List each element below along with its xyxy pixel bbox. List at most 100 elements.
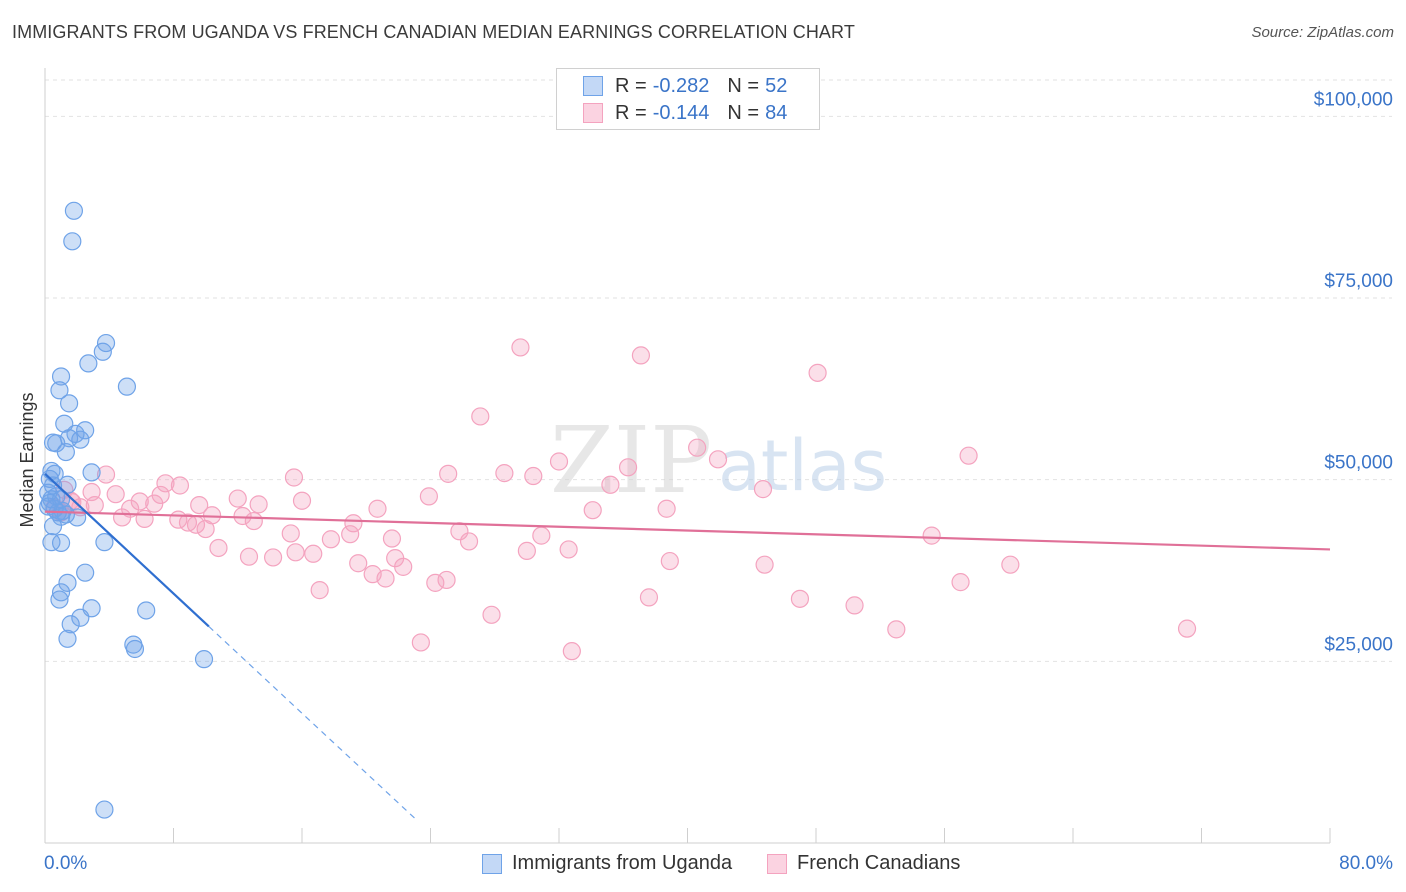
point-french-canadians bbox=[660, 551, 679, 571]
point-uganda bbox=[43, 517, 63, 536]
point-french-canadians bbox=[959, 446, 978, 465]
point-french-canadians bbox=[112, 508, 132, 527]
point-french-canadians bbox=[190, 496, 209, 515]
point-french-canadians bbox=[341, 525, 360, 544]
point-french-canadians bbox=[618, 458, 638, 477]
point-french-canadians bbox=[437, 570, 456, 590]
point-french-canadians bbox=[790, 589, 810, 608]
point-french-canadians bbox=[130, 492, 149, 511]
point-french-canadians bbox=[82, 482, 101, 502]
legend-swatch-french-canadians bbox=[583, 103, 603, 123]
point-french-canadians bbox=[382, 529, 402, 548]
series-legend-french-canadians[interactable]: French Canadians bbox=[767, 852, 960, 875]
point-french-canadians bbox=[887, 620, 906, 639]
watermark-zip: ZIP bbox=[550, 407, 712, 514]
point-uganda bbox=[50, 381, 69, 400]
point-french-canadians bbox=[196, 519, 215, 539]
point-uganda bbox=[61, 615, 80, 634]
point-french-canadians bbox=[281, 524, 300, 543]
point-french-canadians bbox=[239, 547, 259, 566]
legend-n-value: 84 bbox=[765, 101, 788, 124]
point-uganda bbox=[56, 442, 75, 462]
point-french-canadians bbox=[349, 554, 368, 573]
point-uganda bbox=[76, 563, 95, 582]
legend-n-value: 52 bbox=[765, 74, 788, 97]
point-uganda bbox=[95, 533, 114, 552]
point-french-canadians bbox=[135, 509, 154, 529]
point-uganda bbox=[76, 421, 95, 440]
legend-n-label: N = bbox=[727, 101, 760, 124]
point-french-canadians bbox=[310, 581, 329, 600]
legend-r-label: R = bbox=[615, 101, 647, 124]
tick-labels: $25,000 $50,000 $75,000 $100,000 0.0% 80.0% bbox=[44, 89, 1393, 874]
point-uganda bbox=[71, 430, 90, 449]
point-french-canadians bbox=[755, 555, 774, 574]
point-uganda bbox=[194, 650, 214, 669]
legend-row-french-canadians: R = -0.144 N = 84 bbox=[583, 100, 787, 126]
x-tick-label: 80.0% bbox=[1339, 853, 1393, 874]
series-uganda-layer bbox=[39, 201, 214, 819]
point-uganda bbox=[51, 533, 71, 552]
point-uganda bbox=[82, 463, 101, 482]
point-french-canadians bbox=[419, 487, 438, 506]
point-uganda bbox=[137, 601, 156, 620]
point-uganda bbox=[51, 367, 71, 386]
point-french-canadians bbox=[845, 596, 864, 615]
series-legend-uganda[interactable]: Immigrants from Uganda bbox=[482, 852, 732, 875]
point-french-canadians bbox=[263, 548, 283, 567]
point-french-canadians bbox=[524, 466, 543, 486]
point-french-canadians bbox=[321, 530, 341, 549]
point-french-canadians bbox=[517, 541, 536, 560]
source-note: Source: ZipAtlas.com bbox=[1251, 24, 1394, 41]
point-uganda bbox=[125, 639, 145, 659]
watermark-atlas: atlas bbox=[718, 425, 887, 507]
trend-line-uganda-extension bbox=[208, 626, 419, 822]
trend-line-french-canadians bbox=[44, 510, 1331, 551]
point-french-canadians bbox=[688, 438, 707, 457]
series-legend-label-uganda: Immigrants from Uganda bbox=[512, 852, 733, 874]
legend-n-label: N = bbox=[727, 74, 760, 97]
point-french-canadians bbox=[532, 526, 551, 545]
point-french-canadians bbox=[249, 495, 268, 514]
point-french-canadians bbox=[209, 538, 228, 558]
chart-title: IMMIGRANTS FROM UGANDA VS FRENCH CANADIA… bbox=[12, 22, 855, 42]
point-french-canadians bbox=[284, 468, 304, 487]
point-french-canadians bbox=[286, 543, 305, 562]
point-uganda bbox=[64, 201, 84, 220]
point-uganda bbox=[93, 342, 112, 361]
point-french-canadians bbox=[583, 501, 602, 520]
series-legend-swatch-uganda bbox=[482, 853, 502, 874]
point-french-canadians bbox=[411, 633, 430, 652]
point-uganda bbox=[63, 232, 82, 251]
point-french-canadians bbox=[471, 407, 490, 426]
point-uganda bbox=[55, 414, 74, 433]
watermark: ZIP atlas bbox=[550, 407, 887, 514]
point-uganda bbox=[71, 608, 90, 627]
point-french-canadians bbox=[922, 526, 941, 545]
point-french-canadians bbox=[511, 338, 530, 357]
series-legend-swatch-french-canadians bbox=[767, 853, 787, 874]
correlation-legend: R = -0.282 N = 52 R = -0.144 N = 84 bbox=[556, 68, 820, 130]
point-french-canadians bbox=[753, 480, 773, 499]
point-french-canadians bbox=[426, 573, 445, 592]
legend-r-value: -0.144 bbox=[652, 101, 710, 124]
point-french-canadians bbox=[106, 485, 125, 504]
point-french-canadians bbox=[708, 450, 728, 469]
point-uganda bbox=[117, 377, 137, 396]
trend-line-uganda bbox=[44, 473, 210, 628]
point-french-canadians bbox=[394, 557, 413, 576]
legend-r-value: -0.282 bbox=[652, 74, 710, 97]
point-french-canadians bbox=[1001, 555, 1020, 574]
series-legend: Immigrants from Uganda French Canadians bbox=[0, 852, 1406, 878]
legend-swatch-uganda bbox=[583, 76, 603, 96]
point-french-canadians bbox=[559, 540, 578, 559]
point-french-canadians bbox=[368, 499, 387, 518]
point-french-canadians bbox=[156, 474, 175, 493]
legend-row-uganda: R = -0.282 N = 52 bbox=[583, 73, 787, 99]
point-uganda bbox=[42, 533, 61, 552]
point-uganda bbox=[58, 573, 77, 592]
y-axis-label: Median Earnings bbox=[17, 392, 37, 527]
point-uganda bbox=[51, 583, 71, 602]
point-french-canadians bbox=[1177, 619, 1197, 638]
